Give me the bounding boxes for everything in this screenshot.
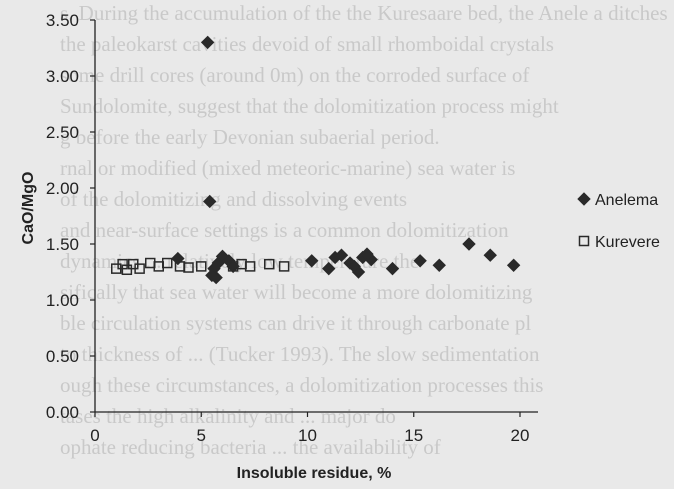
anelema-point bbox=[205, 268, 219, 283]
legend-kurevere-marker bbox=[578, 235, 590, 247]
bleed-text-line: rnal or modified (mixed meteoric-marine)… bbox=[60, 156, 515, 180]
anelema-point bbox=[462, 237, 476, 251]
bleed-text-line: s. During the accumulation of the the Ku… bbox=[60, 1, 668, 25]
anelema-point bbox=[413, 254, 427, 268]
bleed-text-line: ough these circumstances, a dolomitizati… bbox=[60, 373, 543, 397]
bleed-text-line: the paleokarst cavities devoid of small … bbox=[60, 32, 554, 56]
bleed-text-line: of the dolomitizing and dissolving event… bbox=[60, 187, 407, 211]
bleed-text-line: sifically that sea water will become a m… bbox=[60, 280, 533, 304]
y-tick-label: 3.00 bbox=[46, 67, 79, 86]
bleed-text-line: ble circulation systems can drive it thr… bbox=[60, 311, 531, 335]
chart-axes bbox=[94, 20, 538, 413]
legend-label-anelema: Anelema bbox=[595, 192, 658, 209]
legend-label-kurevere: Kurevere bbox=[595, 234, 660, 251]
kurevere-point bbox=[183, 262, 194, 273]
y-tick-label: 0.50 bbox=[46, 347, 79, 366]
x-tick-label: 15 bbox=[404, 426, 423, 445]
anelema-point bbox=[360, 247, 374, 261]
y-tick-label: 1.00 bbox=[46, 291, 79, 310]
kurevere-point bbox=[196, 261, 207, 272]
kurevere-point bbox=[121, 264, 133, 276]
anelema-point bbox=[483, 248, 497, 262]
kurevere-point bbox=[264, 258, 275, 270]
y-tick-label: 2.00 bbox=[46, 179, 79, 198]
anelema-point bbox=[385, 261, 400, 276]
anelema-point bbox=[322, 261, 336, 276]
chart-tick-labels: 0.00 0.50 1.00 1.50 2.00 2.50 3.00 3.50 0 5 10 15 20 bbox=[46, 11, 530, 445]
x-tick-label: 10 bbox=[298, 426, 317, 445]
bleed-text-line: Sundolomite, suggest that the dolomitiza… bbox=[60, 94, 559, 118]
kurevere-point bbox=[278, 261, 290, 272]
legend-anelema-marker bbox=[577, 192, 591, 206]
x-tick-label: 5 bbox=[197, 426, 206, 445]
chart-points bbox=[111, 35, 521, 285]
kurevere-point bbox=[134, 263, 145, 274]
y-tick-label: 1.50 bbox=[46, 235, 79, 254]
anelema-point bbox=[432, 258, 446, 272]
x-tick-label: 20 bbox=[511, 426, 530, 445]
y-axis-title: CaO/MgO bbox=[20, 172, 37, 245]
bleed-text-line: tases the high alkalinity and ... major … bbox=[60, 404, 396, 428]
y-tick-label: 2.50 bbox=[46, 123, 79, 142]
bleed-text-line: and near-surface settings is a common do… bbox=[60, 218, 509, 242]
bleed-text-line: g before the early Devonian subaerial pe… bbox=[60, 125, 440, 149]
y-tick-label: 3.50 bbox=[46, 11, 79, 30]
anelema-point bbox=[200, 35, 215, 50]
anelema-point bbox=[506, 258, 521, 272]
bleed-text-line: some drill cores (around 0m) on the corr… bbox=[60, 63, 529, 87]
y-tick-label: 0.00 bbox=[46, 403, 79, 422]
anelema-point bbox=[305, 254, 319, 268]
anelema-point bbox=[203, 194, 217, 209]
kurevere-point bbox=[244, 261, 256, 272]
background-bleed-text: s. During the accumulation of the the Ku… bbox=[60, 1, 668, 459]
x-tick-label: 0 bbox=[90, 426, 99, 445]
bleed-text-line: ophate reducing bacteria ... the availab… bbox=[60, 435, 441, 459]
anelema-point bbox=[334, 248, 349, 262]
x-axis-title: Insoluble residue, % bbox=[237, 465, 392, 482]
legend: Anelema Kurevere bbox=[577, 192, 660, 251]
kurevere-point bbox=[162, 257, 173, 269]
anelema-point bbox=[347, 259, 361, 274]
bleed-text-line: to thickness of ... (Tucker 1993). The s… bbox=[60, 342, 540, 366]
